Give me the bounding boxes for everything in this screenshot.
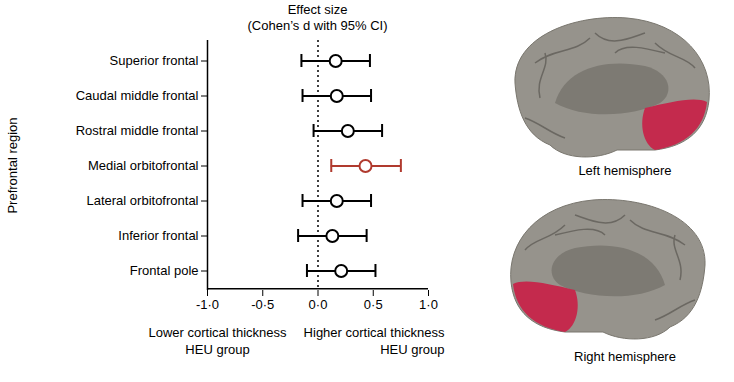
- svg-text:0·0: 0·0: [309, 297, 328, 312]
- html-text:Effect size: Effect size: [287, 2, 348, 17]
- html-text:Higher cortical thickness HEU: Higher cortical thickness HEU group: [303, 325, 445, 357]
- svg-text:Rostral middle frontal: Rostral middle frontal: [76, 123, 199, 138]
- svg-text:-1·0: -1·0: [196, 297, 219, 312]
- svg-text:0·5: 0·5: [364, 297, 383, 312]
- svg-text:-0·5: -0·5: [251, 297, 274, 312]
- svg-text:Prefrontal region: Prefrontal region: [5, 117, 20, 213]
- svg-text:Caudal middle frontal: Caudal middle frontal: [76, 88, 199, 103]
- svg-text:Frontal pole: Frontal pole: [130, 263, 199, 278]
- svg-text:Lateral orbitofrontal: Lateral orbitofrontal: [86, 193, 198, 208]
- html-text:(Cohen’s d with 95% CI): (Cohen’s d with 95% CI): [247, 18, 388, 33]
- svg-text:Inferior frontal: Inferior frontal: [118, 228, 198, 243]
- svg-text:1·0: 1·0: [419, 297, 438, 312]
- svg-text:Medial orbitofrontal: Medial orbitofrontal: [88, 158, 199, 173]
- html-text:Left hemisphere: Left hemisphere: [578, 163, 672, 178]
- html-text:Right hemisphere: Right hemisphere: [574, 349, 676, 364]
- html-text:Lower cortical thickness HEU g: Lower cortical thickness HEU group: [148, 325, 287, 357]
- svg-text:Superior frontal: Superior frontal: [110, 53, 199, 68]
